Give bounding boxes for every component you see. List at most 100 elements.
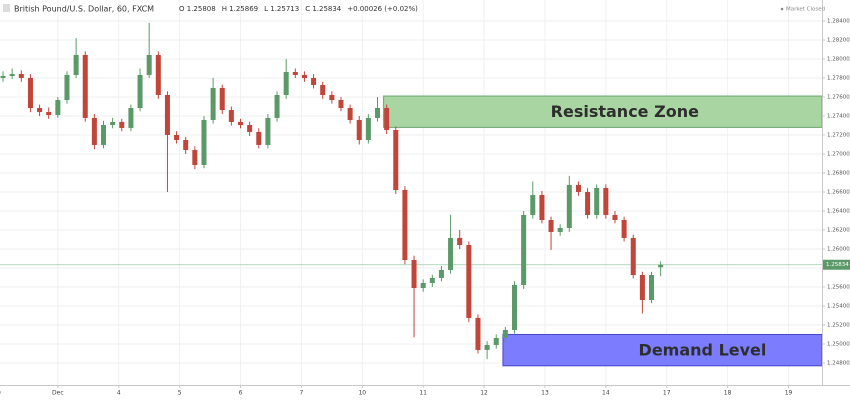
y-tick-label: 1.26800	[827, 170, 850, 176]
candle-body	[82, 55, 88, 118]
candle-body	[603, 187, 609, 215]
candle-body	[475, 317, 481, 350]
candle-body	[429, 277, 435, 283]
candle-body	[292, 72, 298, 75]
candle-body	[548, 220, 554, 232]
candle-body	[530, 195, 536, 215]
candle-body	[219, 87, 225, 110]
candle-body	[183, 140, 189, 150]
candle-body	[73, 55, 79, 75]
candle-body	[557, 227, 563, 232]
y-tick-label: 1.28000	[827, 56, 850, 62]
x-tick-label: 19	[785, 390, 793, 397]
x-tick-label: 5	[178, 390, 182, 397]
candle-body	[174, 134, 180, 141]
candle-body	[64, 74, 70, 101]
candle-body	[311, 77, 317, 86]
y-tick-label: 1.26200	[827, 227, 850, 233]
y-tick-label: 1.27000	[827, 151, 850, 157]
y-tick-label: 1.27800	[827, 75, 850, 81]
candle-body	[27, 77, 33, 109]
candle-body	[155, 55, 161, 95]
candle-body	[658, 264, 664, 268]
candle-body	[374, 108, 381, 118]
y-tick-label: 1.26000	[827, 246, 850, 252]
market-status: Market Closed	[786, 7, 825, 13]
candle-body	[484, 345, 490, 350]
candle-body	[502, 330, 508, 338]
zone	[383, 95, 823, 128]
candle-body	[0, 75, 6, 78]
candle-body	[301, 74, 307, 78]
y-tick-label: 1.25400	[827, 303, 850, 309]
candle-body	[55, 100, 61, 116]
last-price-label: 1.25834	[826, 262, 849, 268]
candle-body	[356, 119, 362, 141]
candle-body	[621, 220, 627, 238]
y-tick-label: 1.28400	[827, 18, 850, 24]
candle-body	[237, 121, 244, 126]
candle-body	[265, 117, 271, 145]
ohlc-item: H 1.25869	[222, 5, 258, 13]
x-tick-label: Dec	[52, 390, 64, 397]
candle-body	[110, 121, 116, 126]
status-dot	[780, 7, 784, 11]
candle-body	[594, 187, 600, 215]
candle-body	[575, 184, 581, 192]
header: British Pound/U.S. Dollar, 60, FXCM Mark…	[3, 4, 825, 14]
candle-body	[539, 195, 545, 220]
x-tick-label: 12	[480, 390, 488, 397]
candle-body	[393, 129, 399, 190]
symbol-title: British Pound/U.S. Dollar, 60, FXCM	[14, 5, 154, 14]
y-tick-label: 1.27400	[827, 113, 850, 119]
y-tick-label: 1.26600	[827, 189, 850, 195]
ohlc-item: O 1.25808	[179, 5, 216, 13]
candle-body	[274, 94, 280, 118]
candle-body	[320, 85, 326, 95]
candle-body	[420, 282, 426, 289]
candles	[0, 22, 664, 360]
candle-body	[46, 111, 52, 116]
candle-body	[283, 72, 289, 95]
candle-body	[630, 237, 636, 275]
x-tick-label: 30	[0, 390, 1, 397]
candle-body	[438, 269, 444, 278]
candle-body	[228, 110, 234, 122]
y-tick-label: 1.25000	[827, 341, 850, 347]
candle-body	[119, 121, 125, 128]
candle-body	[566, 184, 572, 228]
y-tick-label: 1.26400	[827, 208, 850, 214]
candle-body	[338, 100, 344, 109]
candle-body	[402, 189, 408, 260]
last-price-box	[823, 259, 850, 270]
candle-body	[365, 117, 371, 141]
candle-body	[146, 55, 152, 75]
x-tick-label: 13	[541, 390, 549, 397]
y-tick-label: 1.25600	[827, 284, 850, 290]
candle-body	[466, 244, 472, 318]
ohlc-item: +0.00026 (+0.02%)	[347, 5, 418, 13]
candle-body	[91, 117, 97, 145]
candle-body	[329, 94, 335, 101]
x-tick-label: 10	[358, 390, 366, 397]
candle-body	[384, 108, 390, 130]
candle-body	[448, 237, 454, 270]
x-tick-label: 7	[299, 390, 303, 397]
candle-body	[18, 73, 24, 78]
candle-body	[411, 259, 417, 289]
candle-body	[37, 108, 43, 112]
candle-body	[347, 108, 353, 120]
candle-body	[128, 108, 134, 128]
x-tick-label: 6	[239, 390, 243, 397]
ohlc-item: C 1.25834	[305, 5, 342, 13]
candle-body	[256, 131, 262, 145]
candle-body	[648, 275, 655, 300]
candle-body	[612, 214, 618, 220]
x-tick-label: 18	[724, 390, 732, 397]
y-tick-label: 1.27200	[827, 132, 850, 138]
y-tick-label: 1.28200	[827, 37, 850, 43]
candle-body	[100, 125, 107, 145]
ohlc-item: L 1.25713	[264, 5, 299, 13]
